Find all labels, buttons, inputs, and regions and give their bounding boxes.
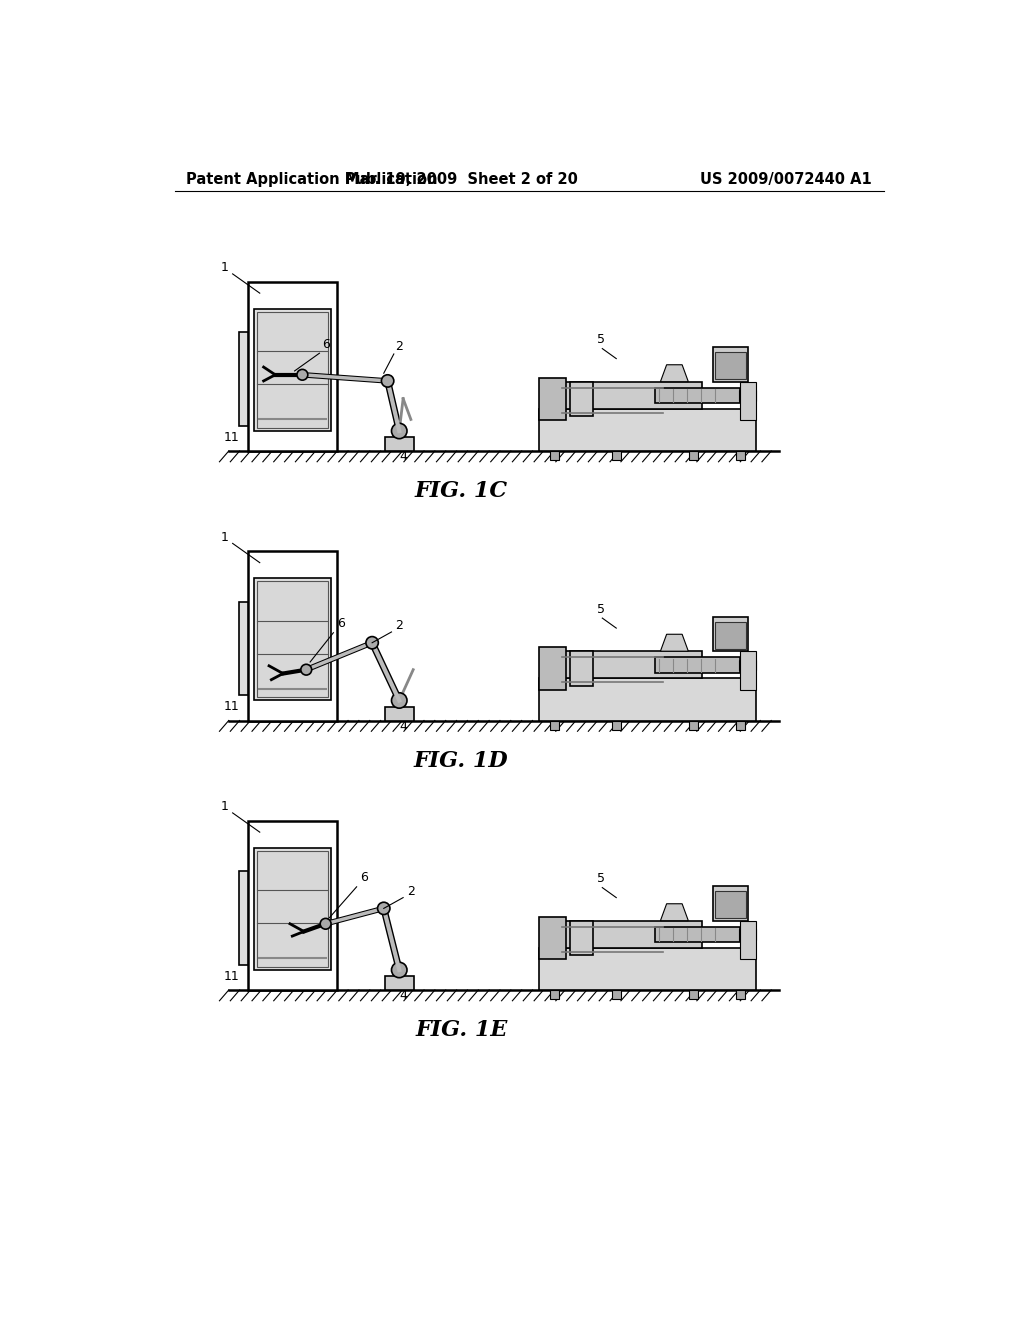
Circle shape bbox=[391, 693, 407, 708]
Text: 4: 4 bbox=[399, 719, 408, 733]
Text: 11: 11 bbox=[223, 701, 239, 713]
Text: 4: 4 bbox=[399, 450, 408, 463]
Bar bbox=[385, 437, 414, 451]
Bar bbox=[254, 309, 331, 430]
Circle shape bbox=[297, 370, 308, 380]
Bar bbox=[569, 381, 593, 416]
Bar bbox=[257, 312, 328, 428]
Bar bbox=[239, 602, 248, 696]
Circle shape bbox=[366, 636, 378, 649]
Circle shape bbox=[381, 375, 394, 387]
Bar bbox=[689, 451, 698, 461]
Bar bbox=[716, 352, 745, 379]
Bar bbox=[689, 990, 698, 999]
Text: 6: 6 bbox=[322, 338, 330, 351]
Bar bbox=[385, 706, 414, 721]
Bar bbox=[539, 678, 756, 721]
Bar bbox=[689, 721, 698, 730]
Polygon shape bbox=[660, 904, 688, 921]
Bar bbox=[713, 347, 748, 381]
Bar bbox=[254, 578, 331, 700]
Text: 5: 5 bbox=[597, 333, 605, 346]
Bar bbox=[738, 391, 756, 401]
Bar bbox=[740, 921, 756, 960]
Text: 1: 1 bbox=[221, 531, 228, 544]
Circle shape bbox=[321, 919, 331, 929]
Bar bbox=[254, 847, 331, 970]
Bar bbox=[550, 721, 559, 730]
Bar bbox=[539, 917, 566, 960]
Bar bbox=[655, 927, 740, 942]
Bar bbox=[569, 651, 593, 686]
Text: 11: 11 bbox=[223, 430, 239, 444]
Text: 2: 2 bbox=[407, 884, 415, 898]
Bar bbox=[735, 721, 744, 730]
Bar bbox=[539, 378, 566, 420]
Text: 5: 5 bbox=[597, 873, 605, 886]
Bar bbox=[740, 381, 756, 420]
Text: FIG. 1D: FIG. 1D bbox=[414, 750, 509, 771]
Bar bbox=[550, 451, 559, 461]
Polygon shape bbox=[660, 364, 688, 381]
Bar bbox=[655, 388, 740, 404]
Circle shape bbox=[378, 903, 390, 915]
Bar bbox=[547, 921, 701, 948]
Text: 4: 4 bbox=[399, 989, 408, 1002]
Bar bbox=[385, 977, 414, 990]
Circle shape bbox=[301, 664, 311, 675]
Bar bbox=[611, 990, 621, 999]
Text: 6: 6 bbox=[360, 871, 369, 884]
Text: FIG. 1E: FIG. 1E bbox=[415, 1019, 508, 1041]
Bar bbox=[713, 616, 748, 651]
Text: 1: 1 bbox=[221, 261, 228, 275]
Bar bbox=[547, 381, 701, 409]
Bar bbox=[740, 651, 756, 689]
Text: 1: 1 bbox=[221, 800, 228, 813]
Polygon shape bbox=[660, 635, 688, 651]
Text: 5: 5 bbox=[597, 603, 605, 615]
Bar bbox=[547, 651, 701, 678]
Bar bbox=[611, 721, 621, 730]
Bar bbox=[716, 622, 745, 649]
Bar bbox=[248, 552, 337, 721]
Text: 6: 6 bbox=[337, 618, 345, 631]
Text: Patent Application Publication: Patent Application Publication bbox=[186, 173, 437, 187]
Bar bbox=[713, 886, 748, 921]
Text: US 2009/0072440 A1: US 2009/0072440 A1 bbox=[700, 173, 872, 187]
Bar bbox=[539, 409, 756, 451]
Bar bbox=[539, 647, 566, 689]
Text: FIG. 1C: FIG. 1C bbox=[415, 480, 508, 502]
Bar bbox=[257, 581, 328, 697]
Text: Mar. 19, 2009  Sheet 2 of 20: Mar. 19, 2009 Sheet 2 of 20 bbox=[345, 173, 578, 187]
Bar bbox=[738, 929, 756, 940]
Bar bbox=[716, 891, 745, 919]
Bar bbox=[550, 990, 559, 999]
Bar bbox=[539, 948, 756, 990]
Bar bbox=[239, 871, 248, 965]
Bar bbox=[735, 990, 744, 999]
Bar bbox=[239, 333, 248, 425]
Bar bbox=[569, 921, 593, 956]
Bar bbox=[738, 660, 756, 671]
Circle shape bbox=[391, 962, 407, 978]
Text: 11: 11 bbox=[223, 970, 239, 983]
Bar bbox=[611, 451, 621, 461]
Bar bbox=[735, 451, 744, 461]
Text: 2: 2 bbox=[395, 341, 403, 354]
Text: 2: 2 bbox=[395, 619, 403, 632]
Bar bbox=[257, 851, 328, 966]
Bar bbox=[248, 821, 337, 990]
Bar bbox=[248, 281, 337, 451]
Circle shape bbox=[391, 424, 407, 438]
Bar bbox=[655, 657, 740, 673]
